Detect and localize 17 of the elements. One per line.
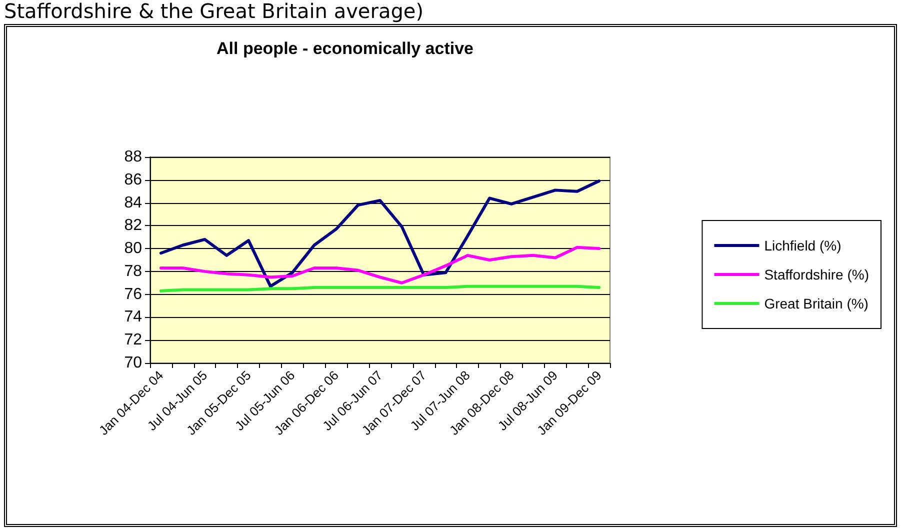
y-tick-label: 76 <box>124 286 142 303</box>
y-tick-label: 84 <box>124 194 142 212</box>
y-tick-label: 88 <box>124 148 142 166</box>
line-series <box>159 246 601 284</box>
y-tick-label: 74 <box>124 308 142 326</box>
legend-label: Great Britain (%) <box>764 296 868 312</box>
chart-title: All people - economically active <box>216 39 474 58</box>
y-tick-label: 70 <box>124 354 142 372</box>
y-tick-label: 86 <box>124 171 142 188</box>
line-series <box>159 180 601 288</box>
text: Staffordshire & the Great Britain average) <box>4 0 424 23</box>
y-tick-label: 82 <box>124 217 142 234</box>
legend-label: Lichfield (%) <box>764 238 842 254</box>
legend-label: Staffordshire (%) <box>764 266 869 282</box>
y-tick-label: 80 <box>124 240 142 258</box>
y-tick-label: 72 <box>124 332 142 349</box>
y-tick-label: 78 <box>124 262 142 280</box>
